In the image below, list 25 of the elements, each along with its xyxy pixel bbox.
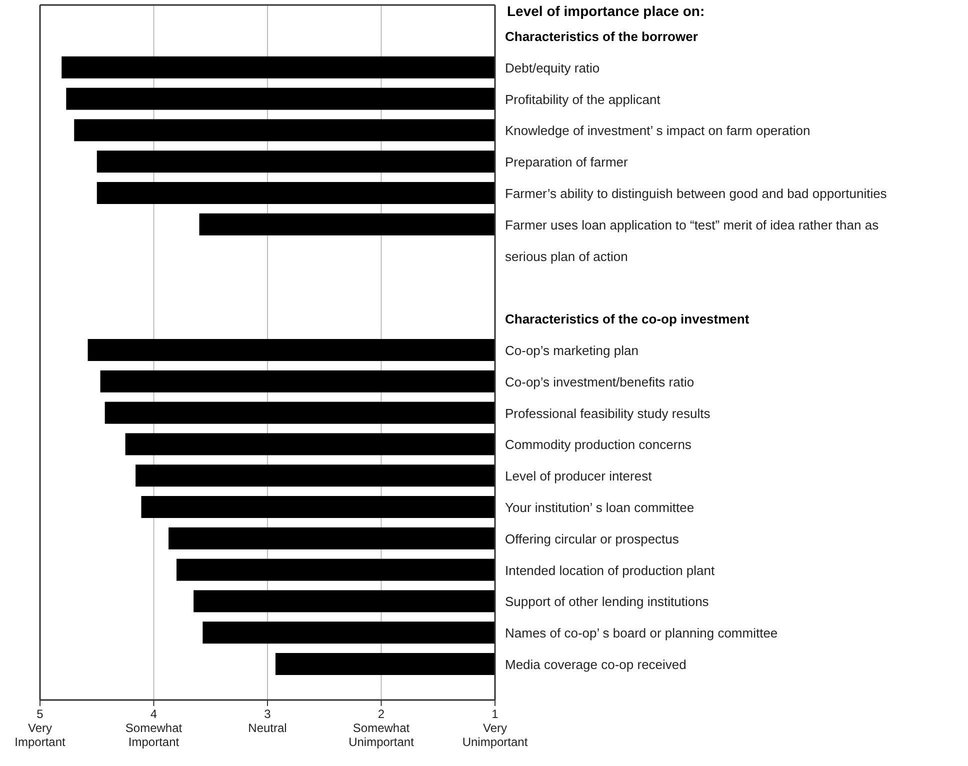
y-tick-label: Intended location of production plant <box>505 562 715 578</box>
y-tick-label: Offering circular or prospectus <box>505 531 680 546</box>
y-tick-label: Your institution’ s loan committee <box>505 500 694 515</box>
y-tick-label: Profitability of the applicant <box>505 92 661 107</box>
x-tick-label: 3 Neutral <box>248 707 287 735</box>
y-tick-label: Co-op’s marketing plan <box>505 343 638 358</box>
y-tick-label: Media coverage co-op received <box>505 657 686 672</box>
x-tick-label: 4 Somewhat Important <box>125 707 183 749</box>
category-label: Farmer uses loan application to “test” merit of idea rather than as serious plan of action <box>505 217 879 264</box>
y-tick-label: Co-op’s investment/benefits ratio <box>505 374 694 390</box>
y-tick-label: Preparation of farmer <box>505 154 629 170</box>
text: Characteristics of the borrower <box>505 29 698 44</box>
y-tick-label: Debt/equity ratio <box>505 60 600 76</box>
text: Level of importance place on: <box>507 3 705 19</box>
y-tick-label: Level of producer interest <box>505 468 652 484</box>
y-tick-label: Names of co-op’ s board or planning committee <box>505 626 778 641</box>
x-tick-label: 1 Very Unimportant <box>462 707 528 749</box>
y-tick-label: Commodity production concerns <box>505 437 692 452</box>
y-tick-label: Knowledge of investment’ s impact on farm operation <box>505 123 810 138</box>
x-tick-label: 2 Somewhat Unimportant <box>348 707 415 749</box>
x-tick-label: 5 Very Important <box>14 707 66 749</box>
y-tick-label: Professional feasibility study results <box>505 406 711 421</box>
text: Characteristics of the co-op investment <box>505 312 750 327</box>
y-tick-label: Farmer’s ability to distinguish between good and bad opportunities <box>505 186 888 201</box>
y-tick-label: Support of other lending institutions <box>505 594 710 610</box>
